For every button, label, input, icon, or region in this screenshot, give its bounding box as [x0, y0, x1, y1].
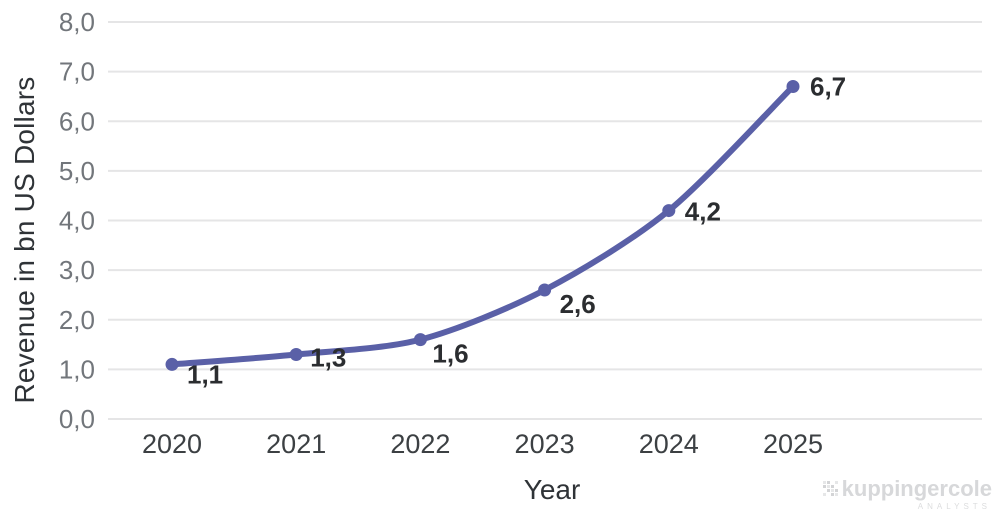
x-tick-label: 2024 — [639, 429, 699, 459]
y-tick-label: 5,0 — [59, 156, 95, 186]
data-point — [165, 357, 179, 371]
data-point — [662, 204, 676, 218]
data-point — [413, 333, 427, 347]
x-tick-label: 2025 — [763, 429, 823, 459]
y-tick-label: 0,0 — [59, 404, 95, 434]
kuppingercole-logo: kuppingercole ANALYSTS — [822, 476, 992, 512]
data-point-label: 4,2 — [685, 197, 721, 227]
kuppingercole-logo-icon — [822, 481, 838, 496]
y-tick-label: 8,0 — [59, 7, 95, 37]
x-tick-label: 2023 — [515, 429, 575, 459]
revenue-series-line — [169, 83, 796, 368]
y-tick-label: 3,0 — [59, 255, 95, 285]
x-axis-title: Year — [523, 474, 581, 505]
y-tick-label: 6,0 — [59, 106, 95, 136]
logo-wordmark: kuppingercole — [841, 476, 992, 501]
y-tick-label: 4,0 — [59, 206, 95, 236]
data-point — [538, 283, 552, 297]
data-point-label: 2,6 — [560, 289, 596, 319]
data-point-label: 1,6 — [432, 339, 468, 369]
y-tick-label: 1,0 — [59, 354, 95, 384]
y-axis-title: Revenue in bn US Dollars — [9, 76, 40, 404]
logo-text-wrap: kuppingercole ANALYSTS — [841, 476, 992, 512]
data-point — [289, 347, 303, 361]
x-tick-label: 2020 — [142, 429, 202, 459]
data-point — [786, 80, 800, 94]
logo-subtext: ANALYSTS — [917, 502, 991, 511]
data-point-label: 6,7 — [810, 72, 846, 102]
data-point-label: 1,3 — [310, 342, 346, 372]
y-tick-label: 2,0 — [59, 305, 95, 335]
x-tick-label: 2022 — [390, 429, 450, 459]
x-tick-label: 2021 — [266, 429, 326, 459]
y-tick-label: 7,0 — [59, 57, 95, 87]
data-point-label: 1,1 — [187, 359, 223, 389]
